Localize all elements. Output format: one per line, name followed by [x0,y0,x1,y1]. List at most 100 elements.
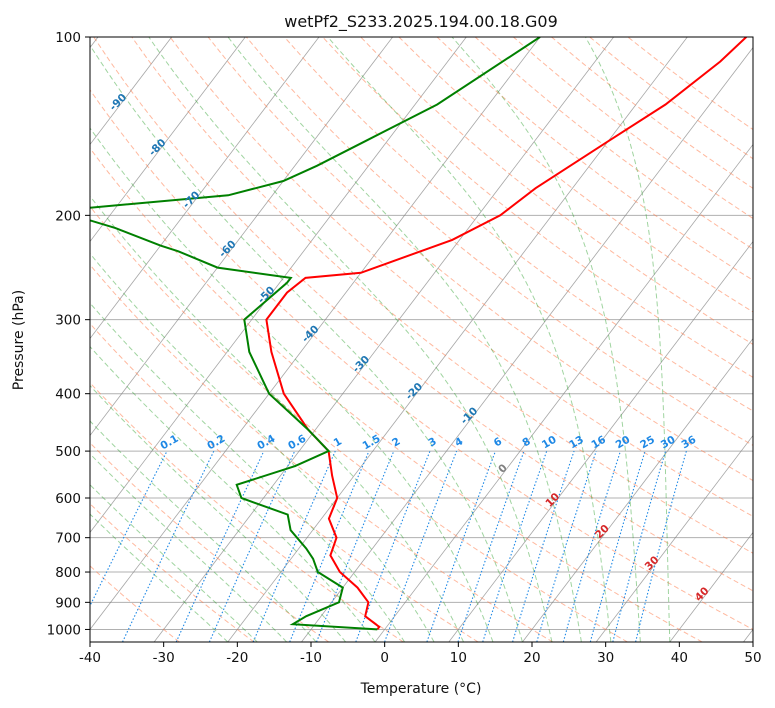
isotherm-line [90,37,246,243]
dry-adiabat-line [322,37,753,378]
dewpoint-profile-line [90,37,541,631]
mixing-ratio-line [635,450,687,642]
moist-adiabat-line [584,37,671,642]
isotherm-line [301,46,753,642]
dry-adiabat-line [474,37,753,250]
y-tick-label: 800 [55,565,81,581]
dry-adiabat-line [245,37,753,446]
mixing-ratio-label: 25 [638,434,657,452]
x-tick-label: 20 [523,650,540,666]
x-tick-label: 30 [597,650,614,666]
mixing-ratio-label: 10 [540,434,559,452]
moist-adiabat-line [90,252,435,642]
moist-adiabat-line [90,453,288,642]
x-tick-label: -40 [79,650,101,666]
chart-title: wetPf2_S233.2025.194.00.18.G09 [284,12,558,32]
isotherm-label: 30 [643,554,662,573]
mixing-ratio-label: 2 [390,435,402,449]
y-tick-label: 400 [55,387,81,403]
mixing-ratio-line [512,450,575,642]
mixing-ratio-line [122,450,215,642]
moist-adiabat-line [90,127,494,642]
moist-adiabat-line [90,302,406,642]
dry-adiabat-line [90,147,703,642]
x-tick-label: 0 [380,650,389,666]
isotherm-label: 40 [693,585,712,604]
dry-adiabat-line [90,205,628,642]
isotherm-line [448,240,753,642]
mixing-ratio-line [175,450,265,642]
isotherm-label: -90 [107,91,129,113]
plot-frame [89,36,754,643]
isotherm-label: -50 [256,284,278,306]
y-axis-label: Pressure (hPa) [11,290,27,390]
mixing-ratio-line [90,450,168,608]
y-axis-ticks: 100 200 300 400 500 600 700 800 900 1000 [47,30,90,638]
mixing-ratio-label: 6 [492,435,504,449]
mixing-ratio-label: 0.2 [205,433,227,453]
isotherm-line [669,531,753,642]
mixing-ratio-label: 1 [332,435,344,449]
y-tick-label: 300 [55,313,81,329]
y-tick-label: 600 [55,491,81,507]
isotherm-line [90,37,393,437]
moist-adiabat-line [90,195,464,642]
x-tick-label: -20 [226,650,248,666]
isotherm-line [90,37,320,340]
moist-adiabat-line [90,345,376,642]
isotherm-label: -100 [64,46,91,73]
moist-adiabat-line [90,483,258,642]
mixing-ratio-line [384,450,458,642]
moist-adiabat-line [90,420,317,642]
mixing-ratio-line [426,450,497,642]
mixing-ratio-line [536,450,597,642]
dry-adiabat-line [93,37,753,592]
y-tick-label: 1000 [47,622,81,638]
mixing-ratio-label: 30 [659,434,678,452]
mixing-ratio-line [589,450,646,642]
mixing-ratio-line [208,450,296,642]
background-lines [90,37,753,642]
mixing-ratio-line [612,450,667,642]
temperature-profile-line [265,37,747,631]
x-axis-label: Temperature (°C) [360,681,482,697]
moist-adiabat-line [451,37,641,642]
isotherm-line [522,337,753,642]
moist-adiabat-line [327,37,612,642]
isotherm-label: 0 [496,462,510,476]
y-tick-label: 700 [55,531,81,547]
isotherm-label: -30 [350,354,372,376]
dry-adiabat-line [513,37,753,220]
y-tick-label: 500 [55,444,81,460]
mixing-ratio-line [355,450,431,642]
moist-adiabat-line [90,513,229,642]
mixing-ratio-label: 0.4 [255,433,277,453]
mixing-ratio-line [482,450,548,642]
dry-adiabat-line [90,89,753,630]
dry-adiabat-line [360,37,753,345]
isotherm-label: -60 [217,238,239,260]
mixing-ratio-line [457,450,525,642]
isotherm-line [90,37,541,631]
mixing-ratio-label: 0.1 [158,433,180,453]
dry-adiabat-line [90,565,180,642]
isotherm-label: -20 [403,381,425,403]
mixing-ratio-line [315,450,395,642]
isotherm-line [90,37,467,534]
isotherm-line [227,37,688,642]
moist-adiabat-line [227,37,582,642]
dry-adiabat-line [90,264,554,642]
data-series [90,37,747,631]
dry-adiabat-line [207,37,753,482]
dry-adiabat-line [90,322,479,642]
x-tick-label: 10 [450,650,467,666]
dry-adiabat-line [284,37,753,412]
x-tick-label: -10 [300,650,322,666]
isotherm-label: -80 [147,137,169,159]
isotherm-line [374,143,753,642]
dry-adiabat-line [90,382,404,642]
x-tick-label: 40 [671,650,688,666]
dry-adiabat-line [169,37,753,517]
y-tick-label: 200 [55,208,81,224]
